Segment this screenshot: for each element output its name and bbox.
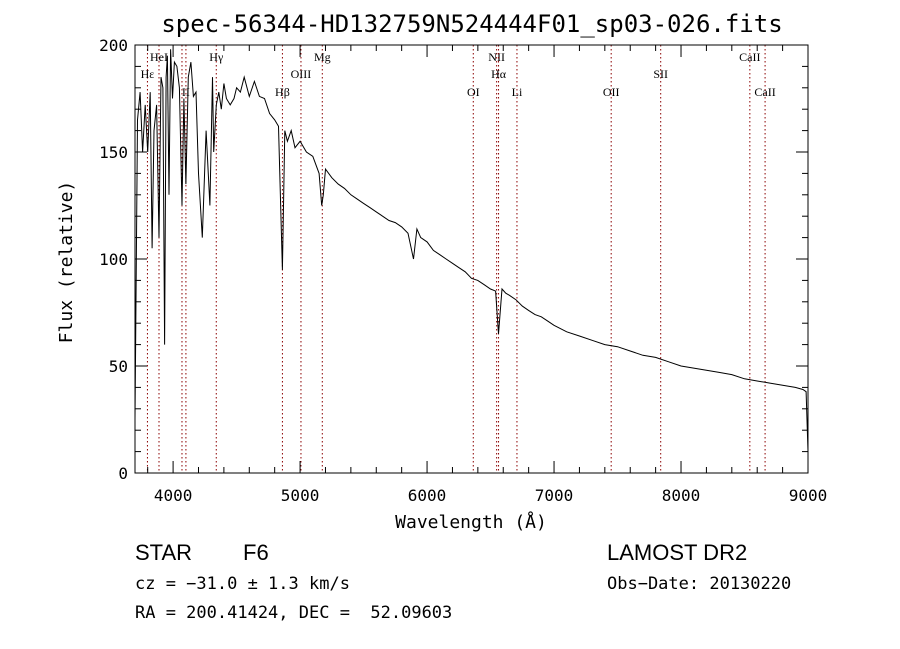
x-tick-label: 5000 (281, 486, 320, 505)
line-marker-label: Li (512, 85, 523, 99)
line-marker-label: OIII (291, 67, 312, 81)
line-marker-label: OI (467, 85, 480, 99)
y-axis: 0 50 100 150 200 (99, 36, 808, 483)
y-tick-label: 150 (99, 143, 128, 162)
line-marker-label: HeI (150, 50, 168, 64)
line-marker-label: Hε (141, 67, 155, 81)
x-tick-label: 7000 (535, 486, 574, 505)
line-marker-label: SII (653, 67, 668, 81)
y-tick-label: 0 (118, 464, 128, 483)
line-marker-label: OII (603, 85, 620, 99)
x-tick-label: 4000 (154, 486, 193, 505)
y-tick-label: 100 (99, 250, 128, 269)
survey-name: LAMOST DR2 (607, 540, 748, 565)
x-axis: 4000 5000 6000 7000 8000 9000 (147, 45, 828, 505)
line-marker-label: Mg (314, 50, 331, 64)
redshift-cz: cz = −31.0 ± 1.3 km/s (135, 574, 350, 594)
y-tick-label: 200 (99, 36, 128, 55)
coordinates: RA = 200.41424, DEC = 52.09603 (135, 603, 453, 623)
spectrum-line (134, 49, 809, 452)
line-marker-label: Hγ (209, 50, 224, 64)
line-marker-label: CaII (739, 50, 760, 64)
y-axis-label: Flux (relative) (56, 181, 77, 344)
chart-title: spec-56344-HD132759N524444F01_sp03-026.f… (161, 10, 782, 38)
line-marker-label: Hα (491, 67, 507, 81)
x-tick-label: 6000 (408, 486, 447, 505)
object-class: STAR (135, 540, 193, 565)
plot-frame (134, 44, 809, 474)
x-tick-label: 8000 (662, 486, 701, 505)
x-axis-label: Wavelength (Å) (395, 511, 547, 533)
line-marker-label: NII (488, 50, 505, 64)
y-tick-label: 50 (109, 357, 128, 376)
object-subclass: F6 (243, 540, 269, 565)
line-marker-label: Hβ (275, 85, 290, 99)
observation-date: Obs−Date: 20130220 (607, 574, 792, 594)
spectrum-series (134, 49, 809, 452)
x-tick-label: 9000 (789, 486, 828, 505)
line-marker-label: CaII (754, 85, 775, 99)
line-marker-label: II (182, 85, 190, 99)
